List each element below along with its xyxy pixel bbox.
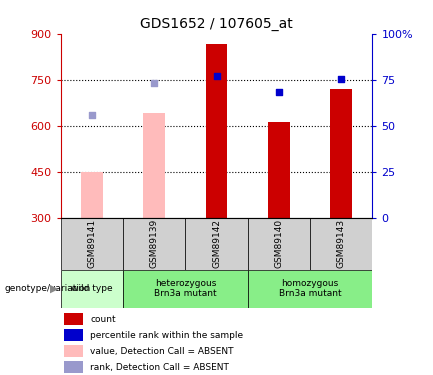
- Text: GSM89140: GSM89140: [275, 219, 283, 268]
- Bar: [65, 345, 83, 357]
- Text: genotype/variation: genotype/variation: [4, 284, 90, 293]
- Bar: [310, 217, 372, 270]
- Text: wild type: wild type: [71, 284, 113, 293]
- Text: GSM89143: GSM89143: [337, 219, 346, 268]
- Text: heterozygous
Brn3a mutant: heterozygous Brn3a mutant: [154, 279, 216, 298]
- Bar: [143, 113, 165, 218]
- Point: [213, 73, 220, 79]
- Bar: [81, 172, 103, 217]
- Text: homozygous
Brn3a mutant: homozygous Brn3a mutant: [279, 279, 341, 298]
- Bar: [268, 122, 290, 218]
- Text: GSM89142: GSM89142: [212, 219, 221, 268]
- Bar: [65, 361, 83, 373]
- Text: ▶: ▶: [50, 284, 58, 294]
- Title: GDS1652 / 107605_at: GDS1652 / 107605_at: [140, 17, 293, 32]
- Text: value, Detection Call = ABSENT: value, Detection Call = ABSENT: [90, 346, 234, 355]
- Point: [338, 76, 345, 82]
- Bar: [123, 270, 248, 308]
- Bar: [65, 329, 83, 341]
- Text: percentile rank within the sample: percentile rank within the sample: [90, 331, 243, 340]
- Bar: [65, 314, 83, 325]
- Point: [88, 112, 95, 118]
- Point: [275, 89, 282, 95]
- Bar: [61, 217, 123, 270]
- Bar: [248, 217, 310, 270]
- Bar: [185, 217, 248, 270]
- Text: GSM89141: GSM89141: [87, 219, 96, 268]
- Text: count: count: [90, 315, 116, 324]
- Point: [151, 80, 158, 86]
- Bar: [248, 270, 372, 308]
- Text: rank, Detection Call = ABSENT: rank, Detection Call = ABSENT: [90, 363, 229, 372]
- Bar: [61, 270, 123, 308]
- Bar: [123, 217, 185, 270]
- Bar: [330, 89, 352, 218]
- Bar: [206, 44, 227, 218]
- Text: GSM89139: GSM89139: [150, 219, 158, 268]
